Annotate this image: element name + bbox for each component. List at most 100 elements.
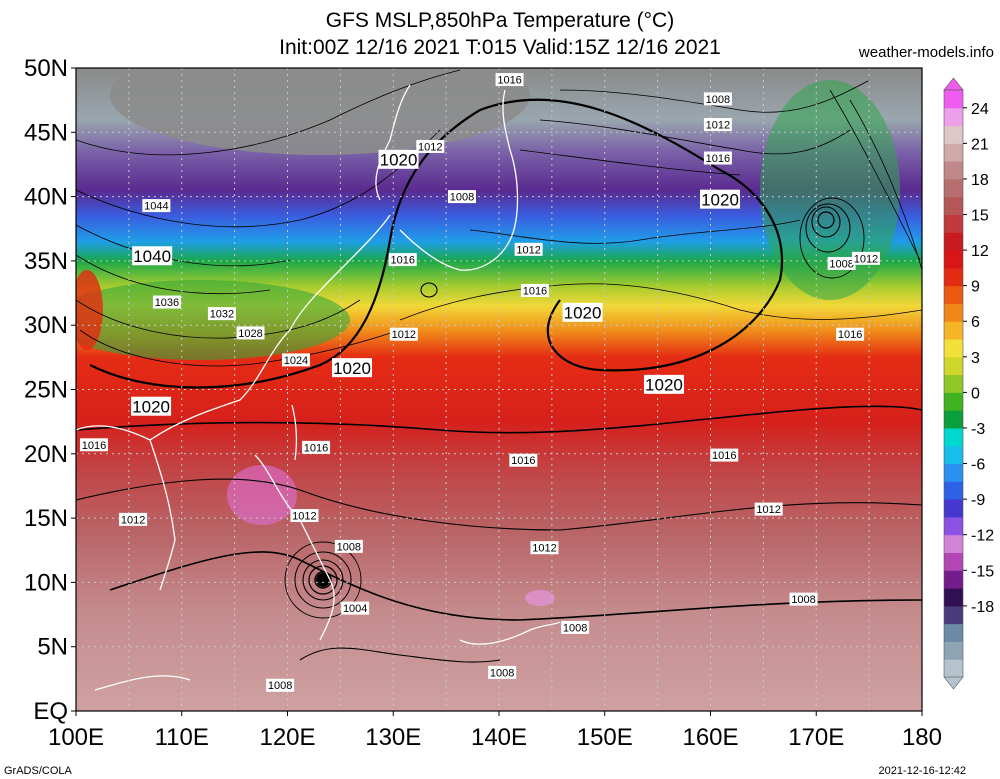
colorbar-segment (944, 178, 963, 198)
lon-tick-label: 160E (682, 724, 738, 751)
pressure-label-box (281, 353, 310, 367)
colorbar-segment (944, 499, 963, 518)
pressure-label: 1012 (121, 514, 145, 526)
colorbar-segment (944, 410, 963, 429)
lon-tick-label: 120E (259, 724, 315, 751)
pressure-label-box (207, 307, 236, 321)
site-url: weather-models.info (858, 44, 994, 61)
colorbar-segment (944, 623, 963, 642)
pressure-label: 1008 (450, 192, 474, 204)
pressure-label-box (388, 253, 417, 267)
colorbar-segment (944, 445, 963, 465)
colorbar-segment (944, 552, 963, 571)
colorbar-segment (944, 196, 963, 216)
pressure-label: 1016 (82, 440, 106, 452)
lat-tick-label: 30N (24, 312, 68, 339)
colorbar-label: -9 (971, 492, 985, 509)
pressure-label: 1020 (564, 303, 602, 322)
pressure-label: 1012 (532, 543, 556, 555)
lon-tick-label: 140E (471, 724, 527, 751)
generation-timestamp: 2021-12-16-12:42 (878, 765, 966, 777)
colorbar-segment (944, 659, 963, 678)
pressure-label-box (836, 327, 865, 341)
colorbar-segment (944, 214, 963, 233)
lat-tick-label: 5N (37, 634, 68, 661)
pressure-label: 1020 (645, 375, 683, 394)
pressure-label-box (700, 189, 741, 209)
pressure-label-box (827, 256, 856, 270)
pressure-label-box (142, 199, 171, 213)
pressure-label-box (389, 327, 418, 341)
pressure-label: 1012 (292, 510, 316, 522)
lat-tick-label: 40N (24, 184, 68, 211)
lat-tick-label: 25N (24, 377, 68, 404)
lat-tick-label: 50N (24, 55, 68, 82)
pressure-label: 1016 (497, 75, 521, 87)
pressure-label-box (236, 326, 265, 340)
pressure-label: 1020 (380, 150, 418, 169)
colorbar-label: 15 (971, 208, 989, 225)
lat-tick-label: 20N (24, 441, 68, 468)
pressure-label: 1044 (144, 201, 168, 213)
pressure-label-box (530, 541, 559, 555)
colorbar-segment (944, 285, 963, 304)
colorbar-label: 0 (971, 385, 980, 402)
pressure-label-box (509, 453, 538, 467)
colorbar-label: -15 (971, 563, 994, 580)
pressure-label-box (520, 283, 549, 297)
pressure-label: 1016 (523, 285, 547, 297)
pressure-label: 1004 (343, 603, 367, 615)
colorbar-segment (944, 90, 963, 109)
pressure-label-box (341, 601, 370, 615)
lat-tick-label: EQ (33, 698, 68, 725)
colorbar-label: -3 (971, 421, 985, 438)
pressure-labels: 1016100810121016102010201012100810441040… (79, 73, 880, 692)
pressure-label-box (754, 502, 783, 516)
colorbar-label: -18 (971, 599, 994, 616)
map-subtitle: Init:00Z 12/16 2021 T:015 Valid:15Z 12/1… (279, 36, 721, 59)
pressure-label-box (416, 139, 445, 153)
colorbar-frame (943, 89, 964, 678)
pressure-label: 1012 (392, 329, 416, 341)
lat-tick-label: 35N (24, 248, 68, 275)
colorbar-segment (944, 267, 963, 287)
colorbar-segment (944, 303, 963, 322)
pressure-label-box (334, 539, 363, 553)
colorbar-segment (944, 534, 963, 553)
pressure-label: 1016 (706, 153, 730, 165)
pressure-label: 1012 (516, 244, 540, 256)
pressure-label-box (703, 151, 732, 165)
colorbar-top-arrow (943, 77, 964, 91)
colorbar-label: -12 (971, 528, 994, 545)
map-title: GFS MSLP,850hPa Temperature (°C) (325, 9, 675, 32)
colorbar-segment (944, 463, 963, 482)
pressure-label-box (851, 251, 880, 265)
lat-lon-grid (76, 68, 922, 711)
colorbar-label: -6 (971, 457, 985, 474)
colorbar-segment (944, 321, 963, 340)
colorbar-label: 6 (971, 314, 980, 331)
colorbar-segment (944, 107, 963, 127)
pressure-label: 1012 (706, 120, 730, 132)
pressure-label: 1012 (854, 253, 878, 265)
temperature-field (76, 68, 922, 711)
colorbar-segment (944, 392, 963, 411)
pressure-label-box (561, 620, 590, 634)
colorbar-segment (944, 339, 963, 358)
pressure-label: 1012 (418, 141, 442, 153)
pressure-label-box (119, 512, 148, 526)
pressure-label-box (789, 592, 818, 606)
pressure-label-box (643, 374, 684, 394)
pressure-label: 1008 (563, 622, 587, 634)
pressure-label-box (131, 396, 172, 416)
pressure-label: 1016 (391, 255, 415, 267)
pressure-label-box (495, 73, 524, 87)
colorbar-segment (944, 427, 963, 447)
pressure-label: 1008 (791, 594, 815, 606)
pressure-label: 1024 (284, 355, 308, 367)
colorbar-bottom-arrow (943, 676, 964, 690)
pressure-label: 1008 (268, 680, 292, 692)
pressure-label: 1032 (210, 309, 234, 321)
pressure-label-box (710, 448, 739, 462)
pressure-label: 1020 (132, 397, 170, 416)
